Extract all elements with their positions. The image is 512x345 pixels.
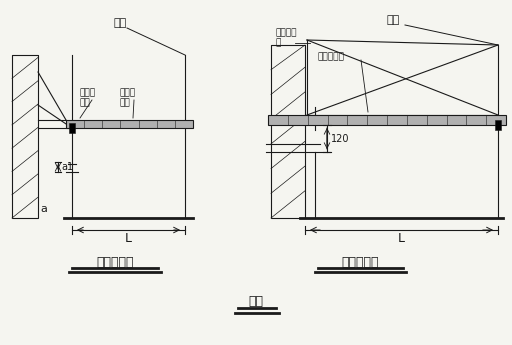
Bar bbox=[268, 115, 506, 125]
Text: 120: 120 bbox=[331, 134, 350, 144]
Text: 横向水平
杆: 横向水平 杆 bbox=[275, 28, 296, 47]
Text: 立杆: 立杆 bbox=[113, 18, 126, 28]
Bar bbox=[66, 120, 193, 128]
Text: 纵向水平杆: 纵向水平杆 bbox=[318, 52, 345, 61]
Text: 单排脚手架: 单排脚手架 bbox=[342, 256, 379, 269]
Bar bbox=[69, 123, 75, 133]
Bar bbox=[495, 120, 501, 130]
Text: L: L bbox=[398, 232, 405, 245]
Text: 立杆: 立杆 bbox=[387, 15, 400, 25]
Bar bbox=[12, 55, 38, 218]
Text: L: L bbox=[125, 232, 132, 245]
Text: a: a bbox=[40, 204, 47, 214]
Text: a1: a1 bbox=[61, 162, 73, 172]
Text: 横向水
平杆: 横向水 平杆 bbox=[80, 88, 96, 107]
Text: 双排脚手架: 双排脚手架 bbox=[96, 256, 134, 269]
Text: 纵向水
平杆: 纵向水 平杆 bbox=[120, 88, 136, 107]
Bar bbox=[271, 45, 305, 218]
Text: 图一: 图一 bbox=[248, 295, 264, 308]
